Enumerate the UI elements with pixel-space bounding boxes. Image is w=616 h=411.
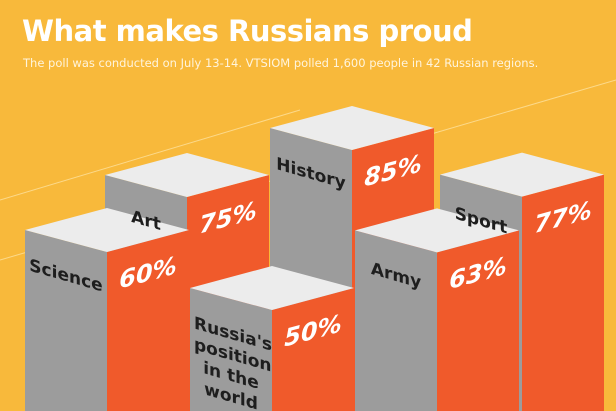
column-top [25, 208, 189, 252]
bar [272, 288, 354, 411]
bar [437, 230, 519, 411]
background-line [0, 109, 301, 201]
column-top [270, 106, 434, 150]
chart-subtitle: The poll was conducted on July 13-14. VT… [23, 56, 539, 70]
bar [522, 174, 604, 411]
column-left-face [355, 230, 437, 411]
column-top [355, 208, 519, 253]
column-top [105, 153, 269, 197]
bar [107, 230, 189, 411]
column-left-face [25, 230, 107, 411]
chart-title: What makes Russians proud [22, 14, 473, 48]
column-left-face [190, 288, 272, 411]
column-top [190, 266, 354, 310]
column-top [440, 152, 604, 197]
